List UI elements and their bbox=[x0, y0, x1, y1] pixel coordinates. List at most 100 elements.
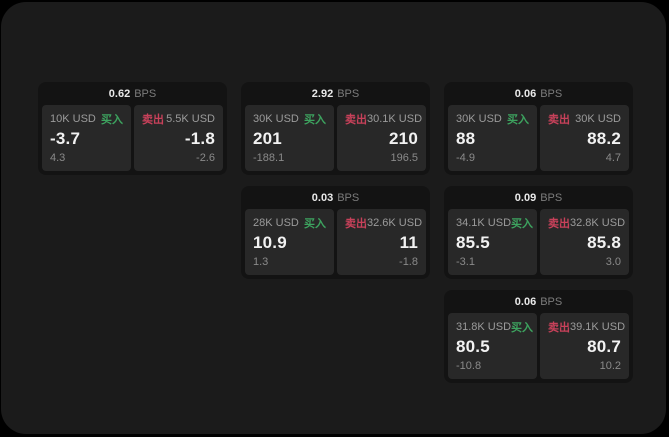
card-body: 34.1K USD 买入 85.5 -3.1 卖出 32.8K USD 85.8… bbox=[444, 209, 633, 279]
buy-panel[interactable]: 30K USD 买入 88 -4.9 bbox=[448, 105, 537, 171]
sell-top-row: 卖出 39.1K USD bbox=[548, 319, 625, 335]
sell-panel[interactable]: 卖出 30K USD 88.2 4.7 bbox=[540, 105, 629, 171]
buy-amount: 30K USD bbox=[456, 113, 502, 125]
sell-amount: 39.1K USD bbox=[570, 321, 626, 333]
card-header: 0.06 BPS bbox=[444, 82, 633, 105]
quote-card-3: 0.03 BPS 28K USD 买入 10.9 1.3 卖出 32.6K US… bbox=[241, 186, 430, 279]
sell-tag[interactable]: 卖出 bbox=[548, 322, 570, 334]
sell-delta: -1.8 bbox=[399, 256, 418, 268]
sell-panel[interactable]: 卖出 32.6K USD 11 -1.8 bbox=[337, 209, 426, 275]
sell-price: -1.8 bbox=[184, 129, 215, 148]
buy-amount: 34.1K USD bbox=[456, 217, 512, 229]
buy-top-row: 30K USD 买入 bbox=[253, 111, 326, 127]
card-header: 0.09 BPS bbox=[444, 186, 633, 209]
buy-amount: 30K USD bbox=[253, 113, 299, 125]
buy-price: 10.9 bbox=[253, 233, 287, 252]
buy-price: -3.7 bbox=[50, 129, 81, 148]
card-header: 0.03 BPS bbox=[241, 186, 430, 209]
buy-price: 201 bbox=[253, 129, 282, 148]
sell-panel[interactable]: 卖出 30.1K USD 210 196.5 bbox=[337, 105, 426, 171]
buy-panel[interactable]: 28K USD 买入 10.9 1.3 bbox=[245, 209, 334, 275]
quote-grid: 0.62 BPS 10K USD 买入 -3.7 4.3 卖出 5.5K USD… bbox=[38, 82, 633, 383]
bps-unit: BPS bbox=[337, 87, 360, 100]
quote-card-1: 2.92 BPS 30K USD 买入 201 -188.1 卖出 30.1K … bbox=[241, 82, 430, 175]
buy-amount: 31.8K USD bbox=[456, 321, 512, 333]
sell-top-row: 卖出 32.8K USD bbox=[548, 215, 625, 231]
bps-unit: BPS bbox=[540, 87, 563, 100]
bps-unit: BPS bbox=[540, 191, 563, 204]
buy-amount: 10K USD bbox=[50, 113, 96, 125]
bps-unit: BPS bbox=[540, 295, 563, 308]
buy-delta: 1.3 bbox=[253, 256, 269, 268]
sell-amount: 5.5K USD bbox=[166, 113, 215, 125]
sell-tag[interactable]: 卖出 bbox=[345, 218, 367, 230]
buy-delta: -4.9 bbox=[456, 152, 475, 164]
sell-panel[interactable]: 卖出 5.5K USD -1.8 -2.6 bbox=[134, 105, 223, 171]
quote-card-0: 0.62 BPS 10K USD 买入 -3.7 4.3 卖出 5.5K USD… bbox=[38, 82, 227, 175]
buy-tag[interactable]: 买入 bbox=[101, 114, 123, 126]
sell-price: 210 bbox=[389, 129, 418, 148]
buy-amount: 28K USD bbox=[253, 217, 299, 229]
buy-delta: -10.8 bbox=[456, 360, 482, 372]
sell-panel[interactable]: 卖出 39.1K USD 80.7 10.2 bbox=[540, 313, 629, 379]
sell-top-row: 卖出 5.5K USD bbox=[142, 111, 215, 127]
buy-top-row: 34.1K USD 买入 bbox=[456, 215, 533, 231]
sell-amount: 32.8K USD bbox=[570, 217, 626, 229]
bps-unit: BPS bbox=[134, 87, 157, 100]
quote-card-2: 0.06 BPS 30K USD 买入 88 -4.9 卖出 30K USD 8… bbox=[444, 82, 633, 175]
buy-panel[interactable]: 34.1K USD 买入 85.5 -3.1 bbox=[448, 209, 537, 275]
buy-top-row: 30K USD 买入 bbox=[456, 111, 529, 127]
card-header: 2.92 BPS bbox=[241, 82, 430, 105]
buy-tag[interactable]: 买入 bbox=[511, 218, 534, 230]
card-body: 28K USD 买入 10.9 1.3 卖出 32.6K USD 11 -1.8 bbox=[241, 209, 430, 279]
card-body: 31.8K USD 买入 80.5 -10.8 卖出 39.1K USD 80.… bbox=[444, 313, 633, 383]
bps-value: 0.06 bbox=[514, 87, 537, 100]
card-header: 0.06 BPS bbox=[444, 290, 633, 313]
bps-value: 2.92 bbox=[311, 87, 334, 100]
sell-price: 80.7 bbox=[587, 337, 621, 356]
buy-tag[interactable]: 买入 bbox=[507, 114, 529, 126]
sell-amount: 30K USD bbox=[575, 113, 621, 125]
bps-value: 0.03 bbox=[311, 191, 334, 204]
buy-top-row: 31.8K USD 买入 bbox=[456, 319, 533, 335]
buy-delta: -3.1 bbox=[456, 256, 475, 268]
sell-price: 11 bbox=[399, 233, 418, 252]
card-body: 30K USD 买入 88 -4.9 卖出 30K USD 88.2 4.7 bbox=[444, 105, 633, 175]
sell-tag[interactable]: 卖出 bbox=[345, 114, 367, 126]
buy-delta: 4.3 bbox=[50, 152, 66, 164]
bps-value: 0.09 bbox=[514, 191, 537, 204]
sell-tag[interactable]: 卖出 bbox=[548, 114, 570, 126]
quote-card-5: 0.06 BPS 31.8K USD 买入 80.5 -10.8 卖出 39.1… bbox=[444, 290, 633, 383]
bps-unit: BPS bbox=[337, 191, 360, 204]
buy-panel[interactable]: 30K USD 买入 201 -188.1 bbox=[245, 105, 334, 171]
sell-price: 85.8 bbox=[587, 233, 621, 252]
buy-tag[interactable]: 买入 bbox=[511, 322, 534, 334]
sell-delta: 4.7 bbox=[605, 152, 621, 164]
quote-card-4: 0.09 BPS 34.1K USD 买入 85.5 -3.1 卖出 32.8K… bbox=[444, 186, 633, 279]
buy-tag[interactable]: 买入 bbox=[304, 114, 326, 126]
sell-tag[interactable]: 卖出 bbox=[142, 114, 164, 126]
sell-delta: 3.0 bbox=[605, 256, 621, 268]
buy-top-row: 10K USD 买入 bbox=[50, 111, 123, 127]
sell-top-row: 卖出 30.1K USD bbox=[345, 111, 422, 127]
sell-delta: 10.2 bbox=[599, 360, 621, 372]
buy-panel[interactable]: 10K USD 买入 -3.7 4.3 bbox=[42, 105, 131, 171]
sell-delta: -2.6 bbox=[196, 152, 215, 164]
card-header: 0.62 BPS bbox=[38, 82, 227, 105]
sell-top-row: 卖出 32.6K USD bbox=[345, 215, 422, 231]
sell-tag[interactable]: 卖出 bbox=[548, 218, 570, 230]
buy-price: 85.5 bbox=[456, 233, 490, 252]
buy-price: 80.5 bbox=[456, 337, 490, 356]
sell-amount: 30.1K USD bbox=[367, 113, 423, 125]
card-body: 10K USD 买入 -3.7 4.3 卖出 5.5K USD -1.8 -2.… bbox=[38, 105, 227, 175]
buy-price: 88 bbox=[456, 129, 476, 148]
buy-top-row: 28K USD 买入 bbox=[253, 215, 326, 231]
sell-panel[interactable]: 卖出 32.8K USD 85.8 3.0 bbox=[540, 209, 629, 275]
card-body: 30K USD 买入 201 -188.1 卖出 30.1K USD 210 1… bbox=[241, 105, 430, 175]
sell-price: 88.2 bbox=[587, 129, 621, 148]
sell-amount: 32.6K USD bbox=[367, 217, 423, 229]
buy-panel[interactable]: 31.8K USD 买入 80.5 -10.8 bbox=[448, 313, 537, 379]
buy-delta: -188.1 bbox=[253, 152, 285, 164]
buy-tag[interactable]: 买入 bbox=[304, 218, 326, 230]
bps-value: 0.62 bbox=[108, 87, 131, 100]
